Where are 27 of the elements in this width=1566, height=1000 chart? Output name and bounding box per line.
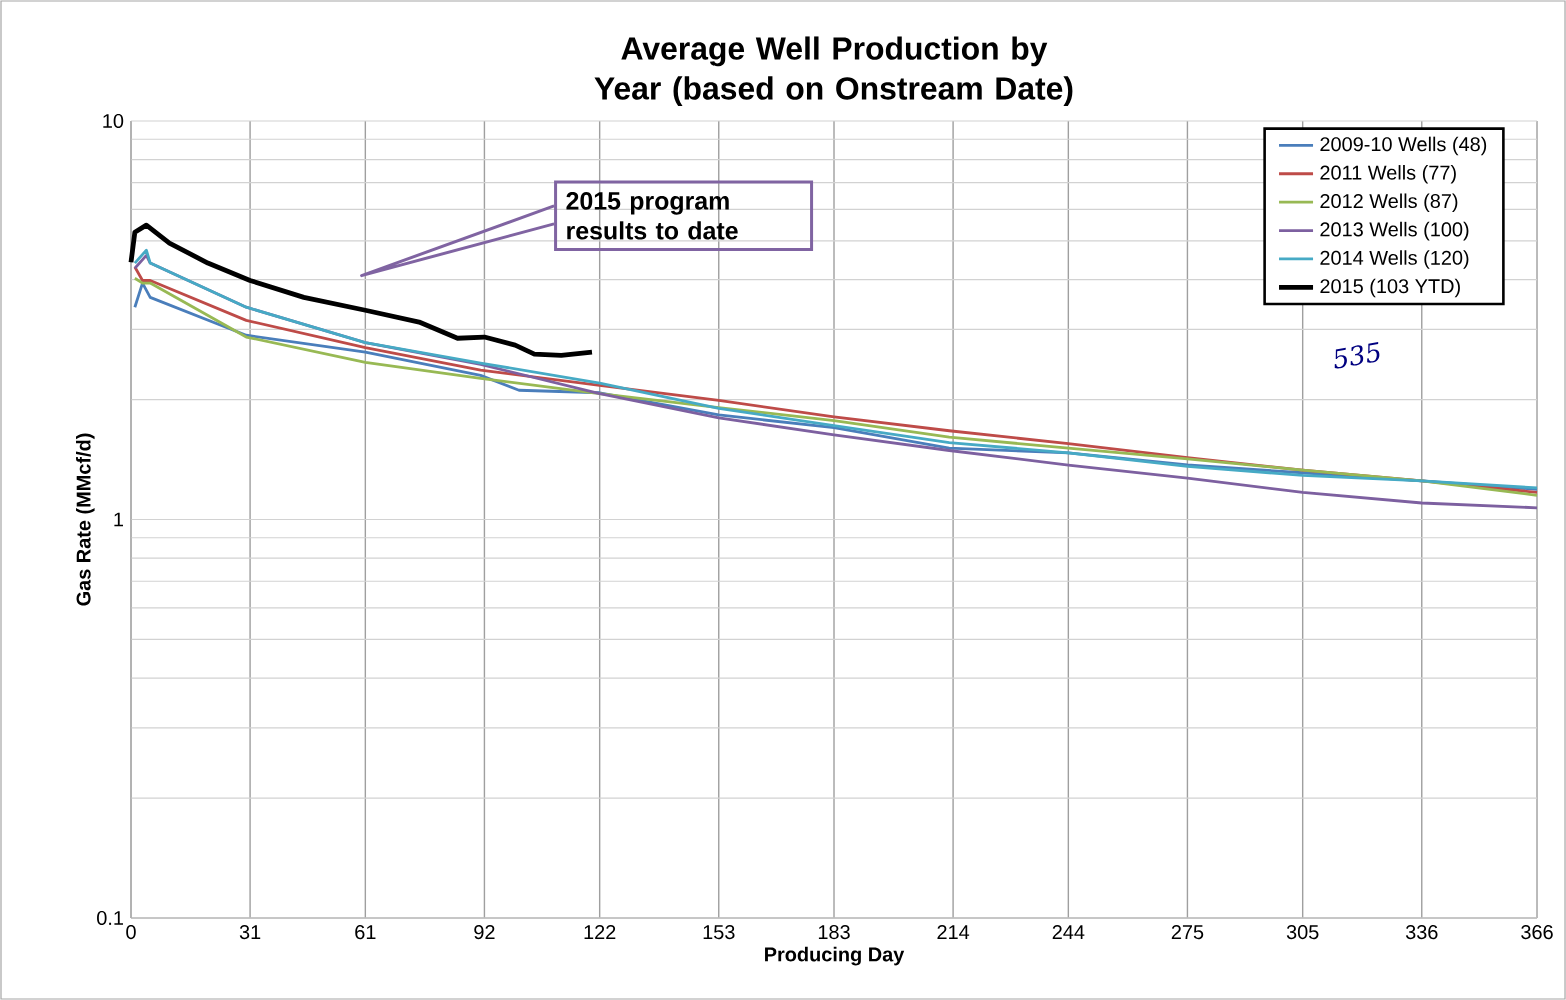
x-tick-label: 366	[1521, 925, 1553, 940]
x-tick-label: 153	[703, 925, 735, 940]
x-tick-label: 0	[126, 925, 136, 940]
x-tick-label: 183	[818, 925, 850, 940]
x-tick-label: 31	[239, 925, 261, 940]
annotation: 2015 program results to date	[566, 192, 738, 240]
x-tick-label: 214	[937, 925, 970, 939]
y-tick-label: 1	[114, 512, 123, 527]
legend-label: 2011 Wells (77)	[1320, 165, 1456, 184]
legend-label: 2014 Wells (120)	[1320, 250, 1469, 269]
y-tick-label: 10	[103, 113, 124, 129]
legend-label: 2012 Wells (87)	[1320, 193, 1458, 213]
legend-label: 2013 Wells (100)	[1320, 221, 1469, 241]
y-axis-title: Gas Rate (MMcf/d)	[76, 433, 95, 606]
annotation: 535	[1334, 341, 1380, 369]
x-tick-label: 275	[1171, 925, 1204, 940]
x-tick-label: 336	[1405, 925, 1438, 940]
x-tick-label: 244	[1052, 925, 1085, 939]
y-tick-label: 0.1	[97, 910, 123, 926]
chart-title: Average Well Production by Year (based on Onstream Date)	[594, 36, 1073, 106]
legend-label: 2009-10 Wells (48)	[1320, 136, 1487, 156]
x-tick-label: 92	[474, 925, 495, 940]
x-axis-title: Producing Day	[765, 946, 905, 966]
x-tick-label: 61	[355, 925, 376, 940]
legend-label: 2015 (103 YTD)	[1320, 278, 1460, 298]
x-tick-label: 305	[1286, 925, 1319, 940]
x-tick-label: 122	[584, 925, 616, 939]
